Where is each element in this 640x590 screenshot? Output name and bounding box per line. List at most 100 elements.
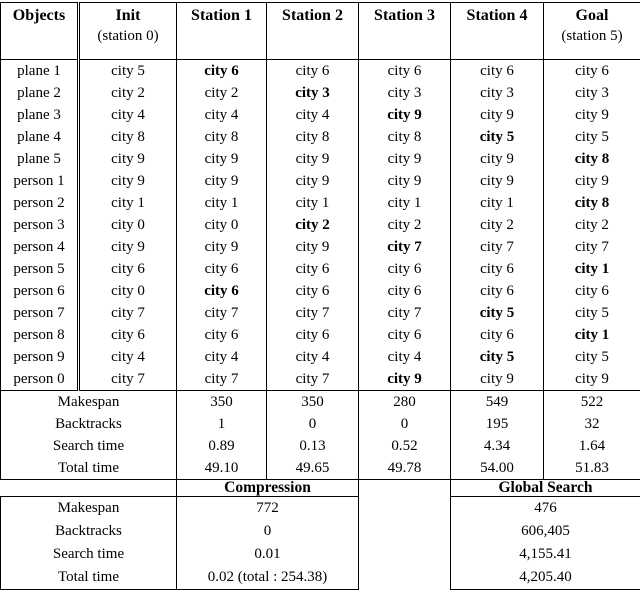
object-label: person 8: [1, 324, 79, 346]
summary-value: 350: [267, 391, 359, 414]
summary-value: 49.10: [177, 457, 267, 480]
col-header-station-4: Station 4: [451, 3, 544, 60]
summary-value: 0.13: [267, 435, 359, 457]
station-cell: city 7: [177, 302, 267, 324]
compression-value: 0.01: [177, 543, 359, 566]
empty-cell: [359, 480, 451, 497]
col-header-objects: Objects: [1, 3, 79, 60]
station-cell: city 9: [79, 236, 177, 258]
header-row: Objects Init (station 0) Station 1 Stati…: [1, 3, 640, 60]
station-cell: city 6: [359, 258, 451, 280]
station-cell: city 1: [359, 192, 451, 214]
station-cell: city 6: [451, 324, 544, 346]
global-search-value: 4,205.40: [451, 566, 640, 590]
station-cell: city 6: [267, 258, 359, 280]
station-cell: city 0: [79, 214, 177, 236]
object-label: person 5: [1, 258, 79, 280]
object-label: plane 3: [1, 104, 79, 126]
station-cell: city 7: [359, 302, 451, 324]
compression-value: 0.02 (total : 254.38): [177, 566, 359, 590]
station-cell: city 5: [451, 346, 544, 368]
station-cell: city 9: [177, 170, 267, 192]
summary-value: 4.34: [451, 435, 544, 457]
summary-label: Total time: [1, 457, 177, 480]
summary-value: 280: [359, 391, 451, 414]
col-header-label: Station 3: [359, 5, 450, 26]
station-cell: city 6: [359, 324, 451, 346]
station-cell: city 7: [79, 368, 177, 391]
col-header-sub: (station 5): [544, 26, 640, 46]
station-cell: city 6: [177, 60, 267, 83]
col-header-goal: Goal (station 5): [544, 3, 640, 60]
summary-value: 1.64: [544, 435, 640, 457]
station-cell: city 5: [544, 346, 640, 368]
station-cell: city 9: [451, 104, 544, 126]
object-label: person 3: [1, 214, 79, 236]
station-cell: city 9: [177, 148, 267, 170]
station-cell: city 6: [79, 258, 177, 280]
comparison-row: Total time 0.02 (total : 254.38) 4,205.4…: [1, 566, 640, 590]
station-cell: city 9: [267, 170, 359, 192]
summary-label: Makespan: [1, 391, 177, 414]
global-search-header: Global Search: [451, 480, 640, 497]
station-cell: city 9: [544, 104, 640, 126]
station-cell: city 1: [451, 192, 544, 214]
object-label: plane 2: [1, 82, 79, 104]
station-cell: city 9: [177, 236, 267, 258]
row-label: Backtracks: [1, 520, 177, 543]
empty-cell: [359, 566, 451, 590]
col-header-label: Station 1: [177, 5, 266, 26]
station-cell: city 6: [359, 280, 451, 302]
station-cell: city 1: [79, 192, 177, 214]
summary-label: Backtracks: [1, 413, 177, 435]
summary-value: 350: [177, 391, 267, 414]
station-cell: city 4: [267, 346, 359, 368]
row-label: Makespan: [1, 497, 177, 521]
station-cell: city 0: [79, 280, 177, 302]
comparison-row: Makespan 772 476: [1, 497, 640, 521]
station-cell: city 6: [177, 258, 267, 280]
col-header-label: Init: [80, 5, 176, 26]
object-label: person 7: [1, 302, 79, 324]
station-cell: city 8: [177, 126, 267, 148]
station-cell: city 3: [359, 82, 451, 104]
station-cell: city 2: [544, 214, 640, 236]
comparison-header-row: Compression Global Search: [1, 480, 640, 497]
station-cell: city 2: [359, 214, 451, 236]
station-cell: city 4: [177, 346, 267, 368]
station-cell: city 6: [267, 324, 359, 346]
station-cell: city 4: [267, 104, 359, 126]
object-label: person 9: [1, 346, 79, 368]
summary-value: 0: [267, 413, 359, 435]
station-cell: city 7: [544, 236, 640, 258]
station-cell: city 6: [544, 60, 640, 83]
summary-value: 0.89: [177, 435, 267, 457]
stations-table: Objects Init (station 0) Station 1 Stati…: [0, 2, 640, 480]
object-label: plane 4: [1, 126, 79, 148]
row-label: Total time: [1, 566, 177, 590]
station-cell: city 2: [79, 82, 177, 104]
station-cell: city 5: [79, 60, 177, 83]
station-cell: city 5: [544, 302, 640, 324]
station-cell: city 6: [177, 280, 267, 302]
col-header-init: Init (station 0): [79, 3, 177, 60]
station-cell: city 7: [267, 302, 359, 324]
station-cell: city 6: [177, 324, 267, 346]
station-cell: city 9: [359, 368, 451, 391]
station-cell: city 6: [267, 280, 359, 302]
comparison-table: Compression Global Search Makespan 772 4…: [0, 480, 640, 590]
station-cell: city 7: [177, 368, 267, 391]
